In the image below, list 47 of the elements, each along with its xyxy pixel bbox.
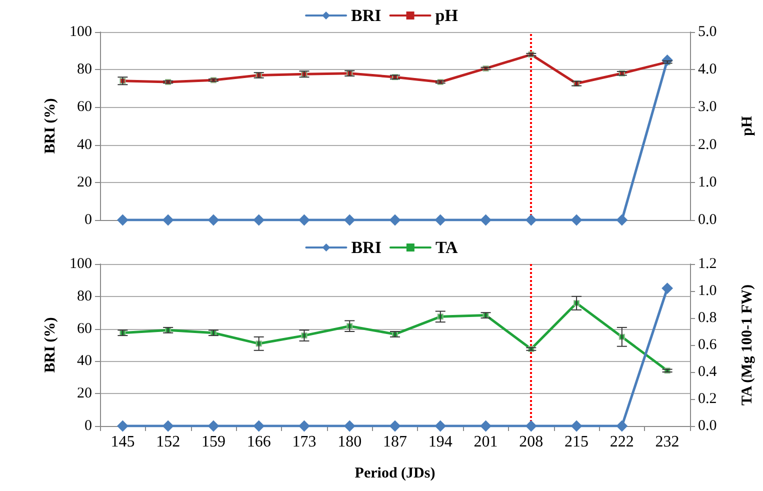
- legend-label: BRI: [351, 238, 382, 257]
- y-axis-title: BRI (%): [42, 317, 58, 373]
- y2-tick-label: 0.0: [698, 418, 717, 434]
- y2-tick-label: 1.2: [698, 256, 717, 272]
- x-tick-label: 152: [156, 434, 180, 450]
- y-tick-label: 20: [77, 386, 92, 402]
- y2-tick-label: 2.0: [698, 136, 717, 153]
- y-tick-label: 100: [70, 256, 92, 272]
- x-tick-label: 166: [246, 434, 271, 450]
- x-tick-label: 173: [292, 434, 316, 450]
- y2-tick-label: 0.8: [698, 310, 717, 326]
- y2-axis-title: TA (Mg 100-1 FW): [740, 284, 756, 406]
- y-tick-label: 80: [77, 62, 92, 78]
- y2-tick-label: 0.4: [698, 364, 718, 380]
- x-tick-label: 145: [110, 434, 135, 450]
- y-tick-label: 40: [77, 353, 92, 370]
- x-tick-label: 201: [474, 434, 498, 450]
- legend-label: BRI: [351, 6, 382, 25]
- y-tick-label: 60: [77, 320, 92, 337]
- y-axis-title: BRI (%): [42, 98, 58, 154]
- x-tick-label: 208: [519, 434, 544, 450]
- x-tick-label: 159: [201, 434, 226, 450]
- y-tick-label: 0: [84, 418, 92, 434]
- y-tick-label: 80: [77, 288, 92, 304]
- y-tick-label: 0: [84, 212, 92, 228]
- y-tick-label: 20: [77, 174, 92, 190]
- x-tick-label: 232: [655, 434, 680, 450]
- legend-label: pH: [435, 6, 458, 25]
- y2-tick-label: 1.0: [698, 283, 717, 299]
- y2-tick-label: 1.0: [698, 174, 717, 190]
- x-tick-label: 222: [610, 434, 634, 450]
- x-tick-label: 180: [338, 434, 362, 450]
- y2-tick-label: 0.6: [698, 337, 718, 353]
- y2-tick-label: 4.0: [698, 62, 717, 78]
- y2-tick-label: 5.0: [698, 24, 717, 40]
- y-tick-label: 60: [77, 99, 92, 116]
- x-tick-label: 187: [383, 434, 407, 450]
- y2-axis-title: pH: [740, 116, 756, 136]
- legend-label: TA: [435, 238, 459, 257]
- y-tick-label: 100: [70, 24, 92, 40]
- x-tick-label: 215: [564, 434, 589, 450]
- y2-tick-label: 0.0: [698, 212, 717, 228]
- y2-tick-label: 0.2: [698, 391, 717, 407]
- y-tick-label: 40: [77, 136, 92, 153]
- y2-tick-label: 3.0: [698, 99, 717, 116]
- x-axis-title: Period (JDs): [354, 466, 436, 482]
- x-tick-label: 194: [428, 434, 452, 450]
